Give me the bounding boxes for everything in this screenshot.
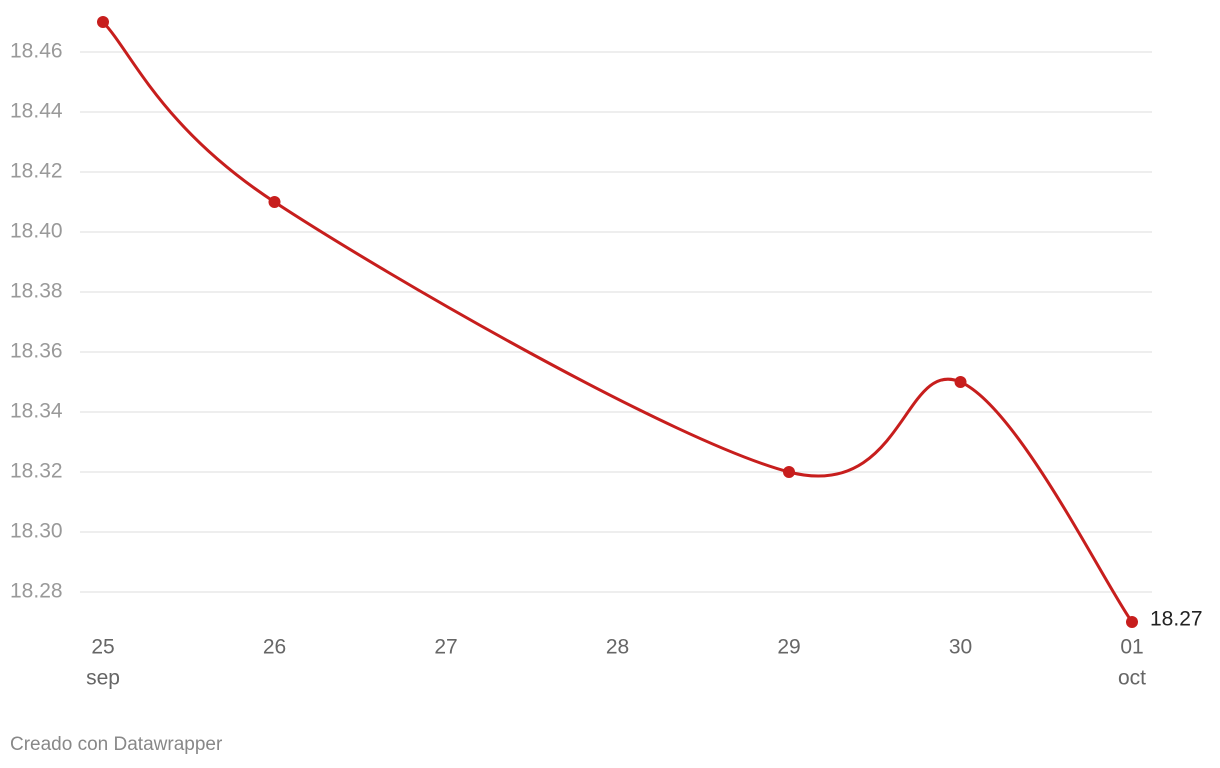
- point: [97, 16, 109, 28]
- x-tick-label: 01: [1120, 636, 1143, 659]
- x-tick-label: 29: [777, 636, 800, 659]
- x-tick-label: 30: [949, 636, 972, 659]
- y-tick-label: 18.34: [10, 400, 63, 423]
- y-tick-label: 18.46: [10, 40, 63, 63]
- y-tick-label: 18.40: [10, 220, 63, 243]
- source: Creado con Datawrapper: [10, 734, 223, 755]
- x-tick-month: sep: [86, 667, 120, 690]
- y-tick-label: 18.32: [10, 460, 63, 483]
- x-tick-label: 25: [91, 636, 114, 659]
- y-tick-label: 18.30: [10, 520, 63, 543]
- value-label: 18.27: [1150, 608, 1203, 631]
- x-tick-label: 28: [606, 636, 629, 659]
- line: [101, 20, 1134, 623]
- y-tick-label: 18.38: [10, 280, 63, 303]
- x-tick-label: 27: [434, 636, 457, 659]
- point: [783, 466, 795, 478]
- y-tick-label: 18.28: [10, 580, 63, 603]
- point: [954, 376, 967, 388]
- x-tick-month: oct: [1118, 667, 1146, 690]
- y-tick-label: 18.44: [10, 100, 63, 123]
- point: [268, 196, 281, 208]
- point: [1126, 616, 1138, 628]
- y-tick-label: 18.42: [10, 160, 63, 183]
- y-tick-label: 18.36: [10, 340, 63, 363]
- x-tick-label: 26: [263, 636, 286, 659]
